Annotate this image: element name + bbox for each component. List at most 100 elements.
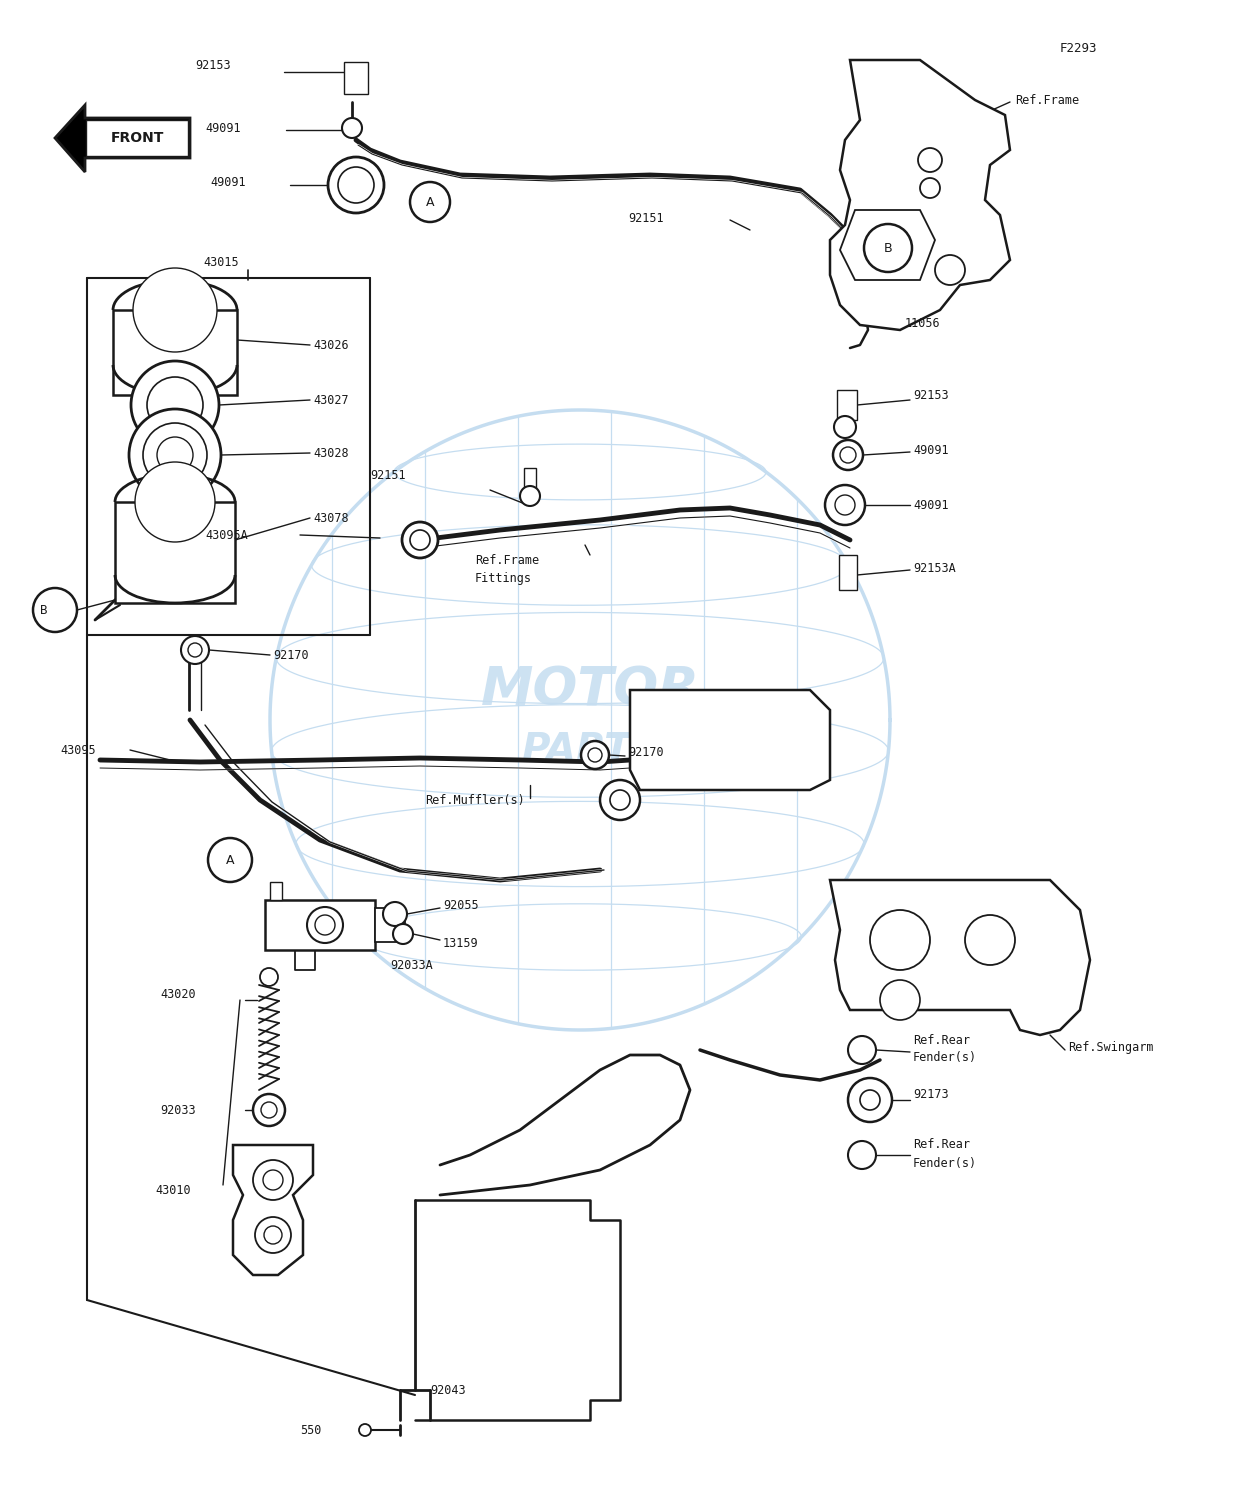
- Bar: [115, 501, 235, 603]
- Text: 49091: 49091: [913, 498, 949, 512]
- Circle shape: [588, 747, 603, 763]
- Text: Ref.Muffler(s): Ref.Muffler(s): [425, 794, 524, 806]
- Polygon shape: [55, 105, 190, 173]
- Text: Fender(s): Fender(s): [913, 1052, 977, 1064]
- Circle shape: [264, 1226, 283, 1244]
- Bar: [524, 468, 537, 489]
- Text: 92170: 92170: [627, 746, 664, 758]
- Circle shape: [342, 119, 362, 138]
- Text: F2293: F2293: [1059, 42, 1098, 54]
- Text: 92043: 92043: [430, 1384, 466, 1396]
- Circle shape: [134, 462, 215, 542]
- Circle shape: [410, 530, 430, 549]
- Circle shape: [825, 485, 865, 525]
- Circle shape: [860, 1090, 880, 1111]
- Text: A: A: [225, 854, 234, 866]
- Circle shape: [253, 1160, 293, 1199]
- Text: 43095A: 43095A: [205, 528, 248, 542]
- Text: 92033: 92033: [161, 1103, 195, 1117]
- Text: Ref.Frame: Ref.Frame: [476, 554, 539, 566]
- Text: 92173: 92173: [913, 1088, 949, 1102]
- Text: 92151: 92151: [370, 468, 406, 482]
- Circle shape: [383, 902, 407, 926]
- Circle shape: [260, 968, 278, 986]
- Circle shape: [393, 925, 413, 944]
- Text: 92055: 92055: [443, 899, 478, 911]
- Text: MOTOR: MOTOR: [481, 663, 700, 716]
- Polygon shape: [830, 880, 1091, 1036]
- Circle shape: [143, 423, 207, 486]
- Circle shape: [835, 495, 855, 515]
- Text: B: B: [884, 242, 893, 255]
- Text: 92153: 92153: [195, 59, 230, 72]
- Circle shape: [327, 158, 383, 213]
- Circle shape: [402, 522, 438, 558]
- Polygon shape: [630, 690, 830, 790]
- Text: 43010: 43010: [154, 1183, 190, 1196]
- Text: 43078: 43078: [312, 512, 349, 524]
- Text: 49091: 49091: [205, 122, 240, 135]
- Text: 43095: 43095: [60, 743, 96, 757]
- Circle shape: [864, 224, 913, 272]
- Text: FRONT: FRONT: [111, 131, 163, 146]
- Text: 43020: 43020: [161, 989, 195, 1001]
- Circle shape: [261, 1102, 276, 1118]
- Text: 92153: 92153: [913, 389, 949, 401]
- Circle shape: [833, 440, 863, 470]
- Text: 13159: 13159: [443, 937, 478, 950]
- Text: Fittings: Fittings: [476, 572, 532, 584]
- Polygon shape: [86, 120, 188, 156]
- Text: 43028: 43028: [312, 446, 349, 459]
- Text: Fender(s): Fender(s): [913, 1156, 977, 1169]
- Text: 92151: 92151: [627, 212, 664, 225]
- Circle shape: [581, 741, 609, 769]
- Circle shape: [840, 447, 857, 462]
- Circle shape: [848, 1036, 876, 1064]
- Circle shape: [133, 269, 217, 353]
- Circle shape: [34, 588, 77, 632]
- Text: Ref.Frame: Ref.Frame: [1015, 93, 1079, 107]
- Text: 92153A: 92153A: [913, 561, 956, 575]
- Circle shape: [208, 838, 251, 883]
- Circle shape: [129, 408, 222, 501]
- Polygon shape: [233, 1145, 312, 1274]
- Bar: [113, 311, 237, 395]
- Text: Ref.Rear: Ref.Rear: [913, 1138, 970, 1151]
- Circle shape: [255, 1217, 291, 1253]
- Bar: [265, 901, 375, 950]
- Text: PARTS: PARTS: [522, 731, 659, 769]
- Text: 49091: 49091: [913, 443, 949, 456]
- Text: Ref.Rear: Ref.Rear: [913, 1034, 970, 1046]
- Bar: [839, 555, 857, 590]
- Circle shape: [935, 255, 965, 285]
- Text: 43015: 43015: [203, 255, 239, 269]
- Text: 43027: 43027: [312, 393, 349, 407]
- Text: 92033A: 92033A: [390, 959, 433, 971]
- Circle shape: [410, 182, 449, 222]
- Circle shape: [157, 437, 193, 473]
- Circle shape: [965, 916, 1015, 965]
- Circle shape: [870, 910, 930, 970]
- Circle shape: [520, 486, 540, 506]
- Circle shape: [315, 916, 335, 935]
- Circle shape: [600, 781, 640, 820]
- Bar: [837, 390, 857, 420]
- Circle shape: [848, 1078, 891, 1123]
- Circle shape: [147, 377, 203, 432]
- Text: 49091: 49091: [210, 176, 245, 189]
- Circle shape: [359, 1424, 371, 1436]
- Circle shape: [131, 362, 219, 449]
- Circle shape: [253, 1094, 285, 1126]
- Circle shape: [308, 907, 344, 943]
- Circle shape: [610, 790, 630, 811]
- Polygon shape: [830, 60, 1010, 330]
- Polygon shape: [840, 210, 935, 281]
- Text: Ref.Swingarm: Ref.Swingarm: [1068, 1042, 1154, 1055]
- Text: 11056: 11056: [905, 317, 941, 330]
- Circle shape: [337, 167, 374, 203]
- Text: A: A: [426, 195, 435, 209]
- Bar: [344, 62, 369, 95]
- Text: 550: 550: [300, 1423, 321, 1436]
- Circle shape: [181, 636, 209, 663]
- Circle shape: [918, 149, 942, 173]
